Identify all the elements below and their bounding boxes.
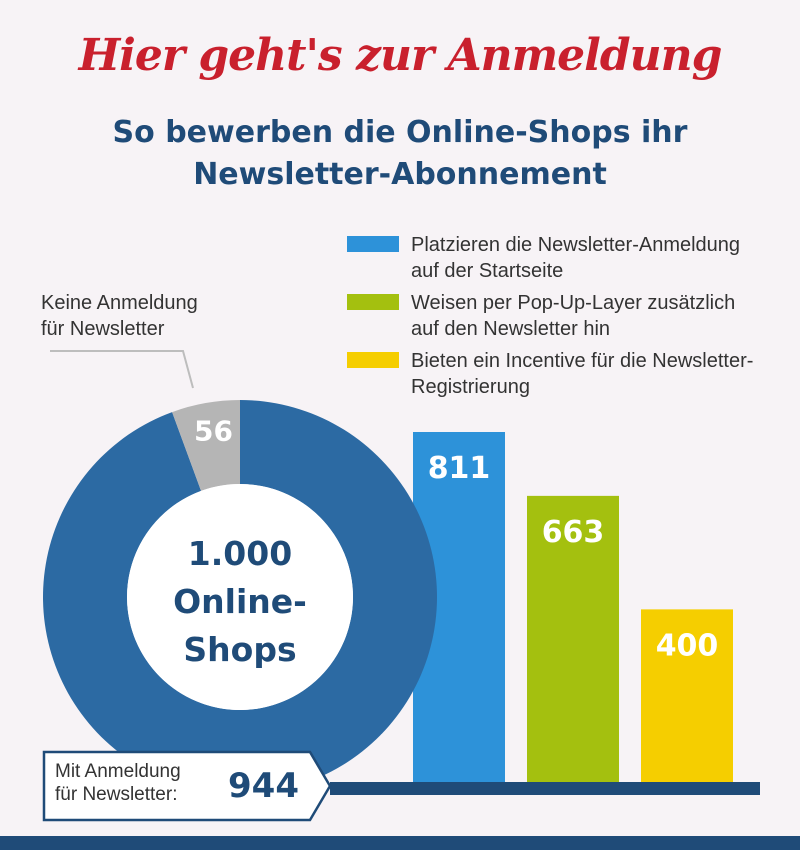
callout-with-newsletter: Mit Anmeldung für Newsletter: <box>55 761 181 805</box>
legend-swatch-green <box>347 294 399 310</box>
legend-swatch-yellow <box>347 352 399 368</box>
chart-baseline <box>330 782 760 795</box>
legend-item-popup: Weisen per Pop-Up-Layer zusätzlich auf d… <box>347 290 787 348</box>
bar-2 <box>527 495 619 782</box>
page-title: Hier geht's zur Anmeldung <box>78 30 723 81</box>
donut-center-label: Shops <box>183 630 296 669</box>
donut-slice-value-label: 56 <box>194 415 233 448</box>
bar-value-label: 400 <box>656 628 719 663</box>
legend-item-incentive: Bieten ein Incentive für die Newsletter-… <box>347 348 787 406</box>
legend-label: Weisen per Pop-Up-Layer zusätzlich auf d… <box>411 292 736 340</box>
page-subtitle: So bewerben die Online-Shops ihr Newslet… <box>112 115 688 192</box>
legend-label: Bieten ein Incentive für die Newsletter-… <box>411 350 754 398</box>
donut-center <box>127 484 353 710</box>
legend-swatch-blue <box>347 236 399 252</box>
callout-no-newsletter: Keine Anmeldung für Newsletter <box>41 292 198 340</box>
callout-leader-line <box>50 350 194 389</box>
legend-label: Platzieren die Newsletter-Anmeldung auf … <box>411 234 741 282</box>
callout-with-newsletter-value: 944 <box>228 766 299 806</box>
callout-box <box>42 750 332 822</box>
bar-3 <box>641 609 733 782</box>
donut-center-label: Online- <box>173 582 307 621</box>
bar-value-label: 811 <box>428 451 491 486</box>
legend-item-startseite: Platzieren die Newsletter-Anmeldung auf … <box>347 232 787 290</box>
donut-slice-no-newsletter <box>172 400 240 491</box>
footer-bar <box>0 836 800 850</box>
donut-center-label: 1.000 <box>188 534 292 573</box>
donut-chart: 56 1.000 Online- Shops <box>42 350 438 822</box>
legend: Platzieren die Newsletter-Anmeldung auf … <box>347 232 787 406</box>
bar-value-label: 663 <box>542 515 605 550</box>
donut-slice-with-newsletter <box>43 400 438 794</box>
